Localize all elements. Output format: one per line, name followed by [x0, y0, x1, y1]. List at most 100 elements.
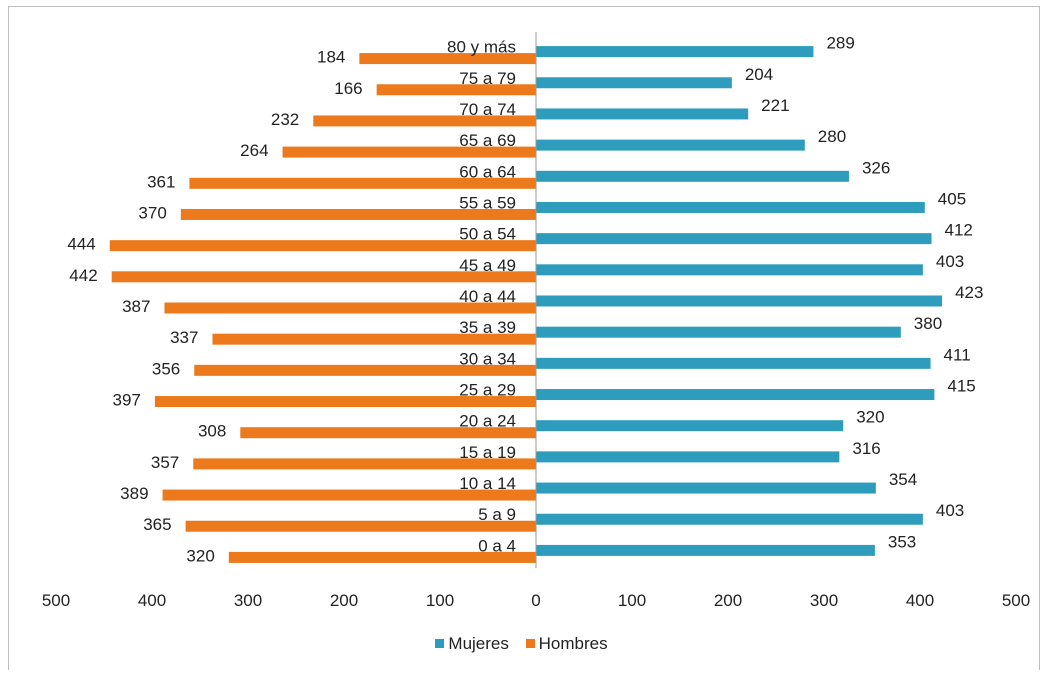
bar-mujeres	[536, 170, 849, 182]
legend-item-mujeres: Mujeres	[435, 633, 509, 654]
data-label-hombres: 184	[317, 48, 345, 67]
data-label-mujeres: 411	[944, 345, 971, 364]
bar-hombres	[282, 146, 536, 158]
bar-hombres	[313, 115, 536, 127]
category-label: 50 a 54	[459, 225, 516, 244]
data-label-mujeres: 221	[761, 96, 789, 115]
x-tick-label: 300	[234, 591, 262, 610]
data-label-hombres: 357	[151, 453, 179, 472]
bar-hombres	[212, 333, 537, 345]
data-label-mujeres: 354	[889, 470, 917, 489]
data-label-hombres: 337	[170, 328, 198, 347]
data-label-hombres: 444	[67, 235, 95, 254]
data-label-mujeres: 316	[852, 439, 880, 458]
data-label-mujeres: 326	[862, 158, 890, 177]
bar-hombres	[194, 364, 537, 376]
category-label: 30 a 34	[459, 349, 516, 368]
bar-hombres	[109, 240, 536, 252]
data-label-hombres: 387	[122, 297, 150, 316]
data-label-mujeres: 405	[938, 189, 966, 208]
bar-mujeres	[536, 108, 749, 120]
category-label: 40 a 44	[459, 287, 516, 306]
data-label-hombres: 232	[271, 110, 299, 129]
data-label-hombres: 166	[334, 79, 362, 98]
bar-mujeres	[536, 326, 901, 338]
data-label-hombres: 370	[138, 203, 166, 222]
data-label-mujeres: 204	[745, 65, 773, 84]
bar-mujeres	[536, 420, 844, 432]
bar-mujeres	[536, 201, 925, 213]
x-tick-label: 200	[714, 591, 742, 610]
bar-mujeres	[536, 482, 876, 494]
category-label: 5 a 9	[478, 505, 516, 524]
category-label: 35 a 39	[459, 318, 516, 337]
data-label-hombres: 356	[152, 359, 180, 378]
data-label-hombres: 320	[186, 546, 214, 565]
category-label: 20 a 24	[459, 412, 516, 431]
category-label: 0 a 4	[478, 536, 516, 555]
bar-mujeres	[536, 389, 935, 401]
data-label-hombres: 389	[120, 484, 148, 503]
data-label-mujeres: 380	[914, 314, 942, 333]
data-label-mujeres: 289	[826, 34, 854, 53]
bar-hombres	[154, 396, 536, 408]
category-label: 65 a 69	[459, 131, 516, 150]
bar-mujeres	[536, 295, 943, 307]
category-label: 10 a 14	[459, 474, 516, 493]
bar-hombres	[359, 53, 536, 65]
bar-hombres	[111, 271, 537, 283]
x-tick-label: 100	[426, 591, 454, 610]
bar-mujeres	[536, 357, 931, 369]
data-label-mujeres: 412	[945, 221, 973, 240]
bar-mujeres	[536, 139, 805, 151]
data-label-mujeres: 403	[936, 501, 964, 520]
bar-mujeres	[536, 46, 814, 58]
legend-swatch-hombres	[525, 639, 535, 648]
x-tick-label: 500	[42, 591, 70, 610]
category-label: 15 a 19	[459, 443, 516, 462]
data-label-hombres: 361	[147, 172, 175, 191]
bar-mujeres	[536, 77, 732, 89]
data-label-hombres: 397	[113, 391, 141, 410]
data-label-mujeres: 415	[947, 377, 975, 396]
data-label-hombres: 264	[240, 141, 268, 160]
bar-mujeres	[536, 451, 840, 463]
x-tick-label: 400	[906, 591, 934, 610]
category-label: 70 a 74	[459, 100, 516, 119]
x-tick-label: 400	[138, 591, 166, 610]
category-label: 60 a 64	[459, 162, 516, 181]
category-label: 25 a 29	[459, 381, 516, 400]
bar-mujeres	[536, 233, 932, 245]
bar-mujeres	[536, 513, 923, 525]
bar-hombres	[240, 427, 536, 439]
data-label-hombres: 442	[69, 266, 97, 285]
x-tick-label: 0	[531, 591, 540, 610]
legend-swatch-mujeres	[435, 639, 445, 648]
data-label-mujeres: 320	[856, 408, 884, 427]
bar-hombres	[189, 177, 536, 189]
legend-label-hombres: Hombres	[538, 633, 608, 653]
data-label-hombres: 308	[198, 422, 226, 441]
bar-hombres	[376, 84, 536, 96]
category-label: 45 a 49	[459, 256, 516, 275]
x-tick-label: 100	[618, 591, 646, 610]
data-label-mujeres: 403	[936, 252, 964, 271]
data-label-mujeres: 353	[888, 532, 916, 551]
bar-mujeres	[536, 544, 875, 556]
bar-mujeres	[536, 264, 923, 276]
bar-hombres	[185, 520, 536, 532]
x-tick-label: 500	[1002, 591, 1030, 610]
bar-hombres	[193, 458, 536, 470]
x-tick-label: 200	[330, 591, 358, 610]
category-label: 75 a 79	[459, 69, 516, 88]
bar-hombres	[228, 551, 537, 563]
legend: Mujeres Hombres	[0, 633, 1043, 654]
data-label-mujeres: 280	[818, 127, 846, 146]
bar-hombres	[180, 208, 537, 220]
category-label: 80 y más	[447, 38, 516, 57]
category-label: 55 a 59	[459, 193, 516, 212]
chart-frame	[8, 6, 1040, 670]
legend-label-mujeres: Mujeres	[448, 633, 509, 653]
legend-item-hombres: Hombres	[525, 633, 608, 654]
